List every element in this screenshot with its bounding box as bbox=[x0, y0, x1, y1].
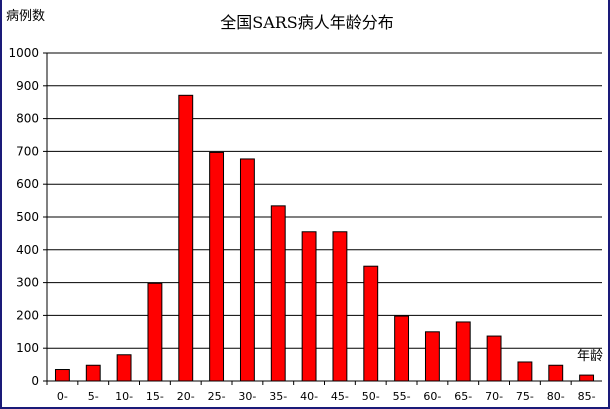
y-tick-label: 300 bbox=[16, 276, 39, 290]
axes bbox=[46, 53, 602, 382]
y-tick-label: 1000 bbox=[8, 46, 39, 60]
grid-lines bbox=[47, 52, 602, 349]
bar-60 bbox=[424, 331, 440, 382]
x-tick-label: 75- bbox=[516, 390, 534, 403]
x-tick-label: 85- bbox=[578, 390, 596, 403]
bar-85 bbox=[579, 374, 595, 382]
x-tick-label: 55- bbox=[393, 390, 411, 403]
bar-70 bbox=[486, 335, 502, 382]
x-tick-label: 25- bbox=[208, 390, 226, 403]
x-tick-label: 65- bbox=[454, 390, 472, 403]
x-tick-label: 5- bbox=[88, 390, 99, 403]
y-tick-label: 600 bbox=[16, 177, 39, 191]
x-tick-label: 45- bbox=[331, 390, 349, 403]
bar-5 bbox=[85, 364, 101, 382]
x-tick-label: 60- bbox=[423, 390, 441, 403]
bar-35 bbox=[270, 205, 286, 382]
x-tick-label: 70- bbox=[485, 390, 503, 403]
bars bbox=[54, 94, 595, 382]
y-tick-label: 500 bbox=[16, 210, 39, 224]
x-tick-label: 20- bbox=[177, 390, 195, 403]
x-tick-label: 0- bbox=[57, 390, 68, 403]
bar-20 bbox=[178, 94, 194, 382]
y-tick-labels: 0 100 200 300 400 500 600 700 800 900 1000 bbox=[8, 46, 47, 388]
x-axis-label: 年龄 bbox=[577, 349, 603, 364]
x-tick-label: 50- bbox=[362, 390, 380, 403]
x-tick-label: 40- bbox=[300, 390, 318, 403]
bar-0 bbox=[54, 369, 70, 382]
y-tick-label: 0 bbox=[31, 374, 39, 388]
bar-75 bbox=[517, 361, 533, 382]
y-tick-label: 100 bbox=[16, 341, 39, 355]
chart-title: 全国SARS病人年龄分布 bbox=[220, 13, 394, 32]
y-axis-label: 病例数 bbox=[6, 9, 45, 24]
y-tick-label: 800 bbox=[16, 112, 39, 126]
bar-25 bbox=[209, 151, 225, 382]
x-tick-label: 30- bbox=[238, 390, 256, 403]
y-tick-label: 400 bbox=[16, 243, 39, 257]
x-tick-labels: 0- 5- 10- 15- 20- 25- 30- 35- 40- 45- 50- 55- 60- 65-… bbox=[46, 381, 596, 403]
bar-10 bbox=[116, 354, 132, 382]
bar-30 bbox=[239, 158, 255, 382]
y-tick-label: 700 bbox=[16, 144, 39, 158]
x-tick-label: 10- bbox=[115, 390, 133, 403]
bar-65 bbox=[455, 321, 471, 382]
x-tick-label: 35- bbox=[269, 390, 287, 403]
bar-40 bbox=[301, 231, 317, 382]
x-tick-label: 80- bbox=[547, 390, 565, 403]
bar-80 bbox=[548, 364, 564, 382]
bar-15 bbox=[147, 282, 163, 382]
bar-50 bbox=[363, 265, 379, 382]
x-tick-label: 15- bbox=[146, 390, 164, 403]
y-tick-label: 200 bbox=[16, 308, 39, 322]
y-tick-label: 900 bbox=[16, 79, 39, 93]
bar-55 bbox=[394, 315, 410, 382]
bar-45 bbox=[332, 231, 348, 382]
